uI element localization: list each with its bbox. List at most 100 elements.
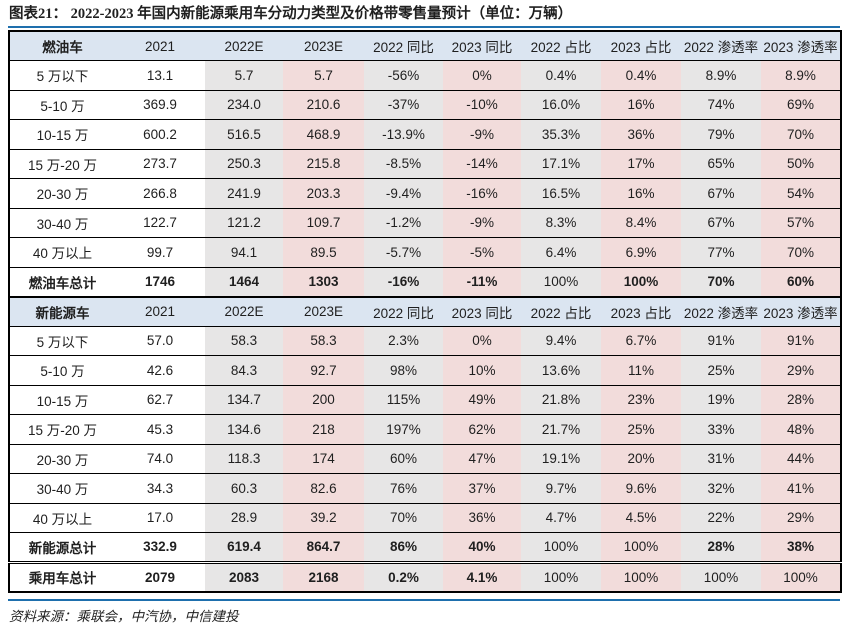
table-cell: 1746 [144,274,176,289]
row-label: 10-15 万 [36,128,89,144]
table-cell: 203.3 [283,178,364,208]
table-cell: 241.9 [205,178,283,208]
table-cell: 67% [681,178,761,208]
table-cell: 70% [761,237,841,267]
table-cell: 35.3% [521,119,601,149]
row-label: 5 万以下 [36,69,89,85]
table-cell: 98% [364,355,443,385]
table-cell: 76% [364,473,443,503]
column-header: 2022 占比 [521,31,601,61]
table-cell: 23% [601,385,681,415]
table-cell: 22% [681,503,761,533]
table-cell: 74% [681,90,761,120]
table-cell: 600.2 [143,126,177,142]
table-cell: 42.6 [146,362,174,378]
table-row: 5-10 万 369.9 234.0 210.6 -37% -10% 16.0% 16% 74%… [9,90,841,120]
table-row: 5 万以下 57.0 58.3 58.3 2.3% 0% 9.4% 6.7% 91% 91% [9,326,841,356]
row-label: 5 万以下 [36,334,89,350]
table-cell: -37% [364,90,443,120]
column-header: 2023E [283,296,364,326]
table-cell: 6.4% [521,237,601,267]
section-header-row: 燃油车 2021 2022E 2023E 2022 同比 2023 同比 2022 占比 20… [9,31,841,61]
section-header-label: 燃油车 [9,31,115,61]
table-cell: 234.0 [205,90,283,120]
column-header: 2023 占比 [601,31,681,61]
table-cell: 25% [601,414,681,444]
row-label: 40 万以上 [32,511,93,527]
table-cell: 16.0% [521,90,601,120]
total-row: 乘用车总计 2079 2083 2168 0.2% 4.1% 100% 100% 100% 100… [9,562,841,592]
table-cell: 0% [443,326,521,356]
table-cell: -16% [364,267,443,297]
row-label: 15 万-20 万 [27,157,98,173]
row-label: 15 万-20 万 [27,423,98,439]
bottom-rule [8,598,840,601]
table-cell: 1464 [205,267,283,297]
column-header: 2023 渗透率 [761,31,841,61]
table-cell: 122.7 [143,215,177,231]
table-cell: 100% [601,267,681,297]
table-cell: 21.7% [521,414,601,444]
table-cell: 40% [443,532,521,562]
table-row: 10-15 万 62.7 134.7 200 115% 49% 21.8% 23% 19% 28% [9,385,841,415]
table-cell: 38% [761,532,841,562]
row-label: 5-10 万 [40,98,85,114]
table-row: 20-30 万 74.0 118.3 174 60% 47% 19.1% 20% 31% 44% [9,444,841,474]
table-cell: 8.4% [601,208,681,238]
section-header-row: 新能源车 2021 2022E 2023E 2022 同比 2023 同比 2022 占比 2… [9,296,841,326]
table-cell: 13.6% [521,355,601,385]
column-header: 2023E [283,31,364,61]
table-cell: 99.7 [146,244,174,260]
table-cell: 218 [283,414,364,444]
row-label: 新能源总计 [28,540,97,556]
table-cell: 100% [681,562,761,592]
table-cell: 37% [443,473,521,503]
table-cell: 2.3% [364,326,443,356]
table-cell: 29% [761,355,841,385]
table-cell: 109.7 [283,208,364,238]
table-cell: 100% [521,562,601,592]
row-label: 40 万以上 [32,246,93,262]
table-cell: 13.1 [146,67,174,83]
table-cell: 41% [761,473,841,503]
table-cell: 86% [364,532,443,562]
table-cell: -9.4% [364,178,443,208]
table-cell: 5.7 [283,60,364,90]
table-cell: 100% [601,562,681,592]
table-cell: 16% [601,178,681,208]
table-row: 30-40 万 34.3 60.3 82.6 76% 37% 9.7% 9.6% 32% 41% [9,473,841,503]
table-row: 10-15 万 600.2 516.5 468.9 -13.9% -9% 35.3% 36% 7… [9,119,841,149]
table-cell: 0.4% [601,60,681,90]
table-cell: 0.2% [364,562,443,592]
table-cell: 89.5 [283,237,364,267]
table-cell: 31% [681,444,761,474]
table-cell: 4.1% [443,562,521,592]
table-cell: 28% [681,532,761,562]
table-cell: 39.2 [283,503,364,533]
table-cell: 20% [601,444,681,474]
table-row: 40 万以上 17.0 28.9 39.2 70% 36% 4.7% 4.5% 22% 29% [9,503,841,533]
table-cell: 94.1 [205,237,283,267]
row-label: 5-10 万 [40,364,85,380]
table-cell: -14% [443,149,521,179]
table-cell: 29% [761,503,841,533]
table-cell: 9.6% [601,473,681,503]
table-cell: -5.7% [364,237,443,267]
table-row: 15 万-20 万 273.7 250.3 215.8 -8.5% -14% 17.1% 17… [9,149,841,179]
table-cell: 92.7 [283,355,364,385]
table-cell: 50% [761,149,841,179]
table-cell: 215.8 [283,149,364,179]
total-row: 燃油车总计 1746 1464 1303 -16% -11% 100% 100% 70% 60% [9,267,841,297]
table-cell: 77% [681,237,761,267]
table-cell: 25% [681,355,761,385]
table-cell: 516.5 [205,119,283,149]
column-header: 2022E [205,31,283,61]
table-cell: 60.3 [205,473,283,503]
table-cell: 62% [443,414,521,444]
table-cell: 91% [761,326,841,356]
table-cell: 134.7 [205,385,283,415]
table-cell: 62.7 [146,392,174,408]
table-cell: 0.4% [521,60,601,90]
table-cell: 57% [761,208,841,238]
table-cell: 58.3 [283,326,364,356]
